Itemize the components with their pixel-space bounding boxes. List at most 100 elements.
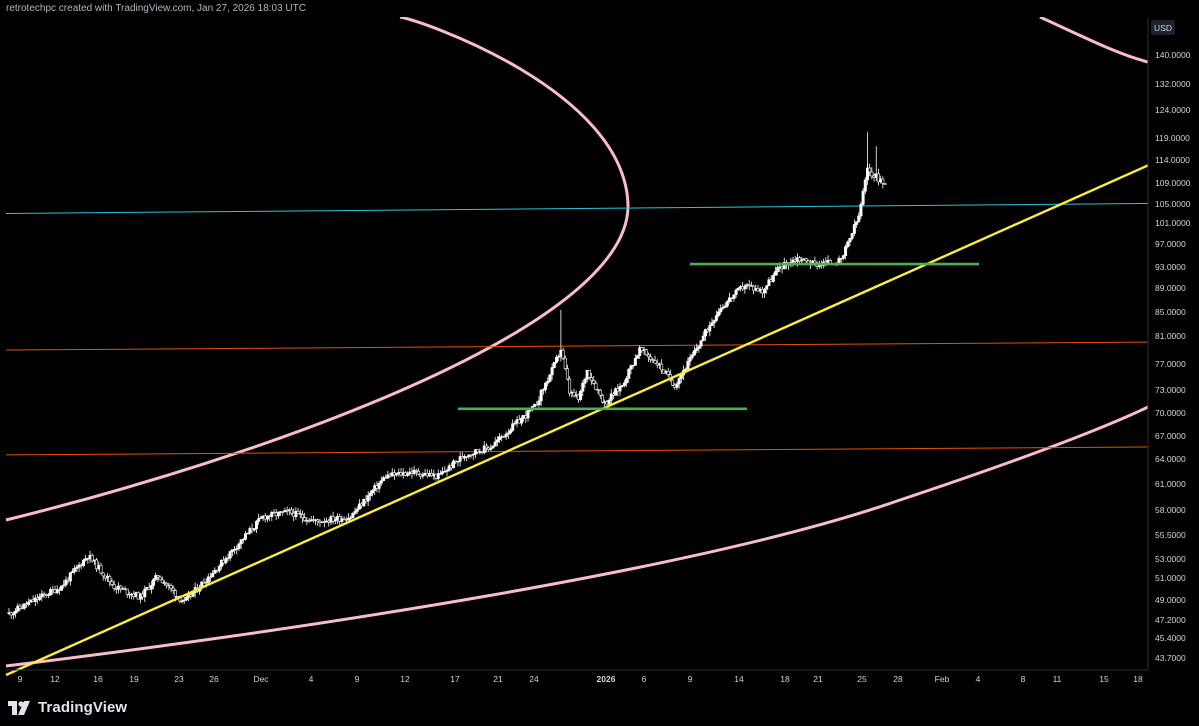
candle-body [870,171,874,177]
price-axis[interactable]: USD 140.0000 132.0000 124.0000 119.0000 114.… [1151,20,1191,663]
candle-body [68,572,72,582]
tradingview-logo-icon [8,700,30,715]
candle-body [855,221,859,225]
candle-body [600,394,604,403]
price-tick-label: 53.0000 [1155,554,1186,564]
candle-body [776,267,780,272]
candle-body [594,383,598,390]
candle-body [294,510,298,517]
candle-body [721,307,725,309]
candle-body [883,183,887,185]
candle-body [368,492,372,496]
candle-body [60,585,64,591]
time-tick-label: 16 [93,674,103,684]
candle-body [270,511,274,517]
candle-body [701,335,705,341]
time-tick-label: 4 [976,674,981,684]
candle-body [649,356,653,360]
time-tick-label: Feb [935,674,950,684]
candle-body [581,382,585,392]
price-tick-label: 73.0000 [1155,385,1186,395]
candle-body [265,515,269,520]
price-tick-label: 93.0000 [1155,262,1186,272]
time-tick-label: 24 [529,674,539,684]
price-tick-label: 119.0000 [1155,133,1190,143]
candle-body [252,528,256,531]
candle-body [736,287,740,291]
candle-body [154,575,158,580]
candle-body [300,514,304,518]
candle-body [340,518,344,522]
candle-body [476,449,480,453]
candle-body [469,454,473,456]
candle-body [362,499,366,507]
price-tick-label: 58.0000 [1155,505,1186,515]
candle-body [695,348,699,351]
candle-body [169,585,173,589]
candle-body [331,516,335,522]
candle-body [717,311,721,316]
price-chart[interactable]: USD 140.0000 132.0000 124.0000 119.0000 114.… [0,0,1199,690]
candle-body [95,559,99,570]
trendline[interactable] [5,164,1149,677]
candle-body [246,532,250,535]
time-axis[interactable]: 9 12 16 19 23 26 Dec 4 9 12 17 21 24 2026 6 9 14 18 21 25 28… [18,674,1143,684]
candle-body [644,349,648,356]
price-tick-label: 61.0000 [1155,479,1186,489]
candle-body [381,477,385,481]
candle-body [876,173,880,183]
tradingview-logo[interactable]: TradingView [8,699,127,716]
candle-body [671,379,675,386]
candle-body [180,600,184,603]
candle-body [763,288,767,294]
candle-body [40,593,44,598]
time-tick-label: 2026 [597,674,616,684]
currency-badge[interactable] [1151,20,1175,35]
candle-body [592,380,596,384]
price-tick-label: 114.0000 [1155,155,1190,165]
candle-body [417,470,421,475]
candle-body [182,599,186,602]
candle-body [502,436,506,438]
candle-body [27,601,31,606]
candle-body [125,588,129,595]
time-tick-label: 28 [893,674,903,684]
candle-body [633,358,637,366]
candle-body [646,354,650,358]
candle-body [441,471,445,474]
candle-body [414,469,418,472]
time-tick-label: 8 [1021,674,1026,684]
candle-body [296,510,300,514]
candle-body [395,473,399,476]
candle-body [568,378,572,394]
candle-body [316,519,320,522]
candle-body [561,349,565,359]
ellipse-arcs [5,15,1149,668]
time-tick-label: 23 [174,674,184,684]
candle-body [217,566,221,572]
orange-level-high [5,341,1149,351]
candle-body [743,285,747,290]
candles [7,132,887,620]
candle-body [587,369,591,378]
candle-body [171,587,175,591]
time-tick-label: 9 [355,674,360,684]
candle-body [686,360,690,370]
candle-body [782,262,786,270]
candle-body [697,345,701,349]
time-tick-label: 15 [1099,674,1109,684]
candle-body [579,390,583,400]
candle-body [276,511,280,517]
price-tick-label: 132.0000 [1155,79,1191,89]
candle-body [627,368,631,379]
candle-body [228,551,232,559]
candle-body [366,495,370,502]
candle-body [346,517,350,521]
candle-body [519,418,523,424]
candle-body [303,517,307,521]
candle-body [143,588,147,598]
candle-body [857,215,861,223]
candle-body [622,382,626,386]
candle-body [71,571,75,573]
candle-body [557,356,561,358]
